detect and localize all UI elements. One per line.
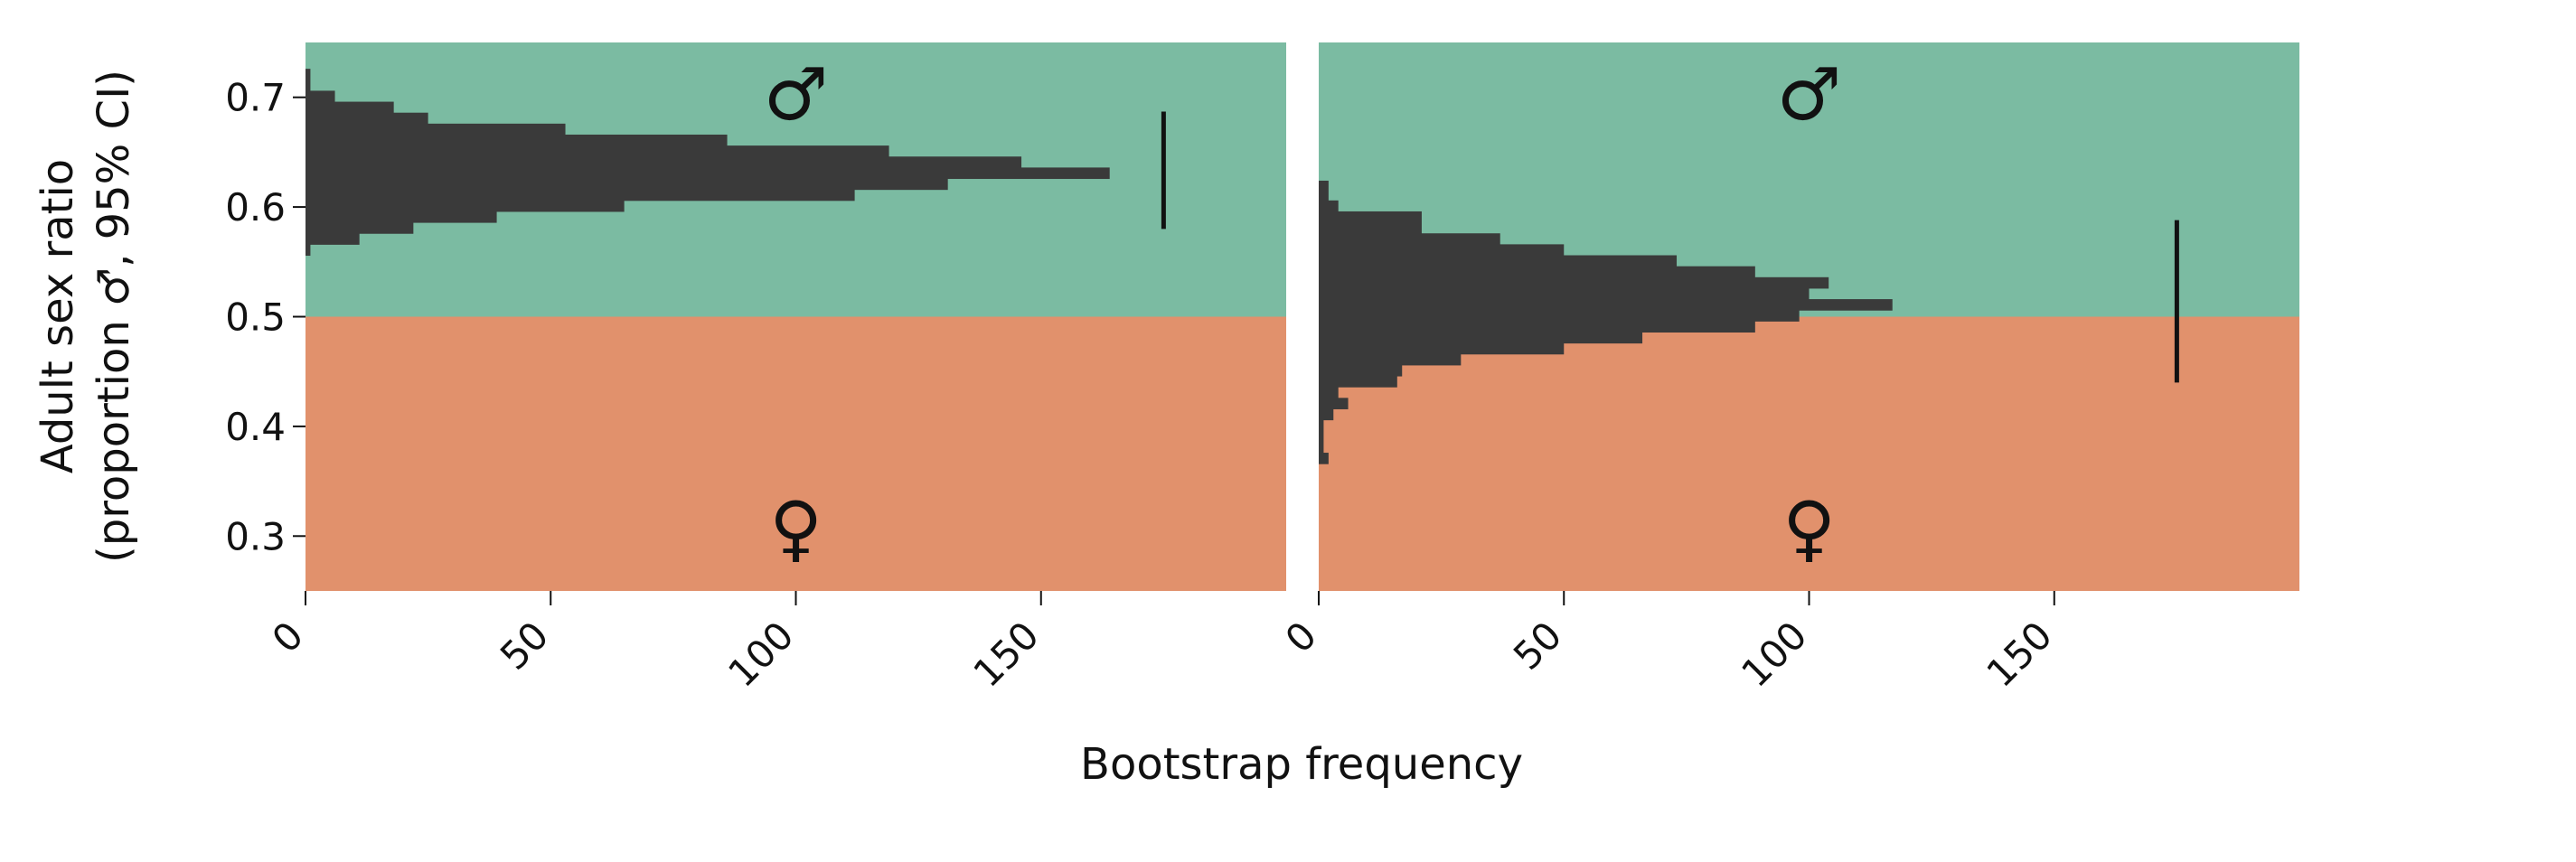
- histogram-bar: [306, 145, 889, 157]
- histogram-bar: [306, 211, 497, 223]
- y-tick-label: 0.5: [225, 295, 286, 340]
- x-tick-label: 0: [1277, 613, 1326, 661]
- histogram-bar: [306, 189, 855, 201]
- x-tick-label: 150: [964, 613, 1047, 695]
- histogram-bar: [1319, 310, 1800, 322]
- histogram-bar: [306, 244, 311, 257]
- histogram-bar: [1319, 266, 1755, 278]
- histogram-bar: [1319, 342, 1565, 355]
- histogram-bar: [306, 101, 394, 114]
- panels-layer: ♂ ♀ 0 50 100 150 ♂ ♀ 0 50 100 150: [264, 42, 2299, 696]
- y-tick-label: 0.6: [225, 185, 286, 230]
- y-axis-title-line2: (proportion ♂, 95% CI): [89, 70, 139, 563]
- histogram-bar: [1319, 276, 1829, 289]
- x-axis-title: Bootstrap frequency: [1080, 739, 1523, 790]
- histogram-bar: [306, 123, 566, 136]
- histogram-bar: [1319, 387, 1339, 398]
- y-axis-title-line1: Adult sex ratio: [33, 159, 83, 473]
- x-tick-label: 0: [264, 613, 313, 661]
- x-tick-label: 100: [719, 613, 802, 695]
- female-region: [306, 316, 1286, 591]
- histogram-bar: [1319, 398, 1349, 409]
- male-symbol: ♂: [1777, 52, 1842, 136]
- histogram-bar: [1319, 200, 1339, 212]
- x-tick-label: 150: [1978, 613, 2060, 695]
- female-symbol: ♀: [769, 486, 823, 570]
- histogram-bar: [1319, 408, 1334, 421]
- histogram-bar: [306, 90, 335, 103]
- panel-1: ♂ ♀ 0 50 100 150: [264, 42, 1286, 696]
- histogram-bar: [1319, 299, 1893, 311]
- histogram-bar: [306, 167, 1110, 180]
- male-symbol: ♂: [764, 52, 829, 136]
- panel-2: ♂ ♀ 0 50 100 150: [1277, 42, 2299, 696]
- histogram-bar: [1319, 332, 1643, 344]
- histogram-bar: [1319, 419, 1324, 454]
- x-tick-label: 50: [1505, 613, 1570, 678]
- x-tick-label: 50: [492, 613, 557, 678]
- histogram-bar: [306, 69, 311, 91]
- histogram-bar: [1319, 244, 1565, 257]
- histogram-bar: [306, 134, 728, 146]
- y-axis: 0.3 0.4 0.5 0.6 0.7: [225, 76, 306, 558]
- histogram-bar: [1319, 353, 1462, 366]
- female-symbol: ♀: [1782, 486, 1836, 570]
- y-tick-label: 0.3: [225, 514, 286, 558]
- x-tick-label: 100: [1733, 613, 1815, 695]
- histogram-bar: [1319, 376, 1397, 388]
- histogram-bar: [1319, 364, 1403, 377]
- histogram-bar: [306, 178, 948, 191]
- histogram-bar: [1319, 255, 1678, 267]
- histogram-bar: [306, 112, 428, 125]
- histogram-bar: [306, 156, 1022, 168]
- histogram-bar: [306, 222, 414, 234]
- histogram-bar: [1319, 321, 1755, 333]
- histogram-bar: [1319, 233, 1500, 245]
- y-tick-label: 0.4: [225, 405, 286, 449]
- histogram-bar: [306, 233, 360, 245]
- y-tick-label: 0.7: [225, 76, 286, 120]
- female-region: [1319, 316, 2299, 591]
- histogram-bar: [1319, 287, 1810, 300]
- histogram-bar: [306, 200, 625, 212]
- histogram-bar: [1319, 453, 1329, 464]
- histogram-bar: [1319, 180, 1329, 201]
- histogram-bar: [1319, 211, 1422, 234]
